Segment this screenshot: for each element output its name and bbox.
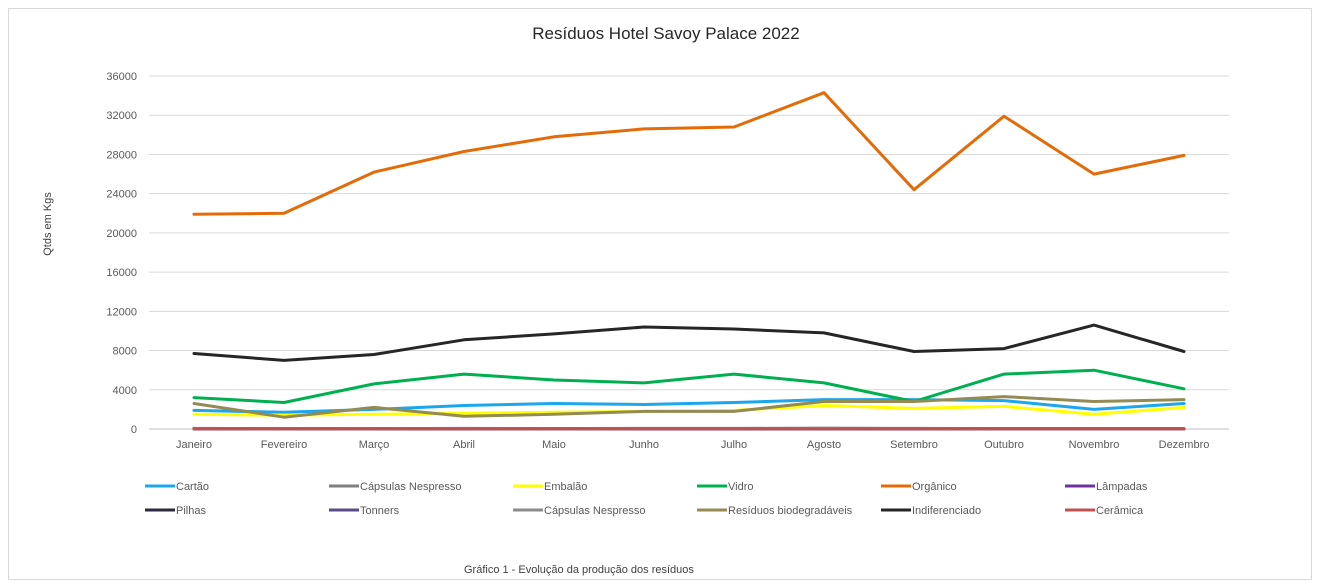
legend-label: Cápsulas Nespresso (544, 505, 646, 517)
legend-label: Orgânico (912, 481, 957, 493)
legend-label: Indiferenciado (912, 505, 981, 517)
legend-label: Embalão (544, 481, 587, 493)
y-tick-label: 24000 (106, 189, 137, 201)
y-tick-label: 20000 (106, 228, 137, 240)
y-axis-label: Qtds em Kgs (42, 192, 54, 256)
y-tick-label: 16000 (106, 267, 137, 279)
y-tick-label: 28000 (106, 149, 137, 161)
series-line (192, 91, 1186, 216)
legend-label: Tonners (360, 505, 400, 517)
y-tick-label: 8000 (113, 346, 137, 358)
x-tick-label: Janeiro (176, 439, 212, 451)
legend-label: Cerâmica (1096, 505, 1144, 517)
y-tick-label: 0 (131, 424, 137, 436)
legend-label: Pilhas (176, 505, 206, 517)
chart-frame: Resíduos Hotel Savoy Palace 2022 Qtds em… (8, 8, 1312, 580)
legend: Cartão Cápsulas Nespresso Embalão Vidro Orgâ… (145, 481, 1148, 517)
legend-label: Lâmpadas (1096, 481, 1148, 493)
x-tick-label: Dezembro (1159, 439, 1210, 451)
legend-label: Cápsulas Nespresso (360, 481, 462, 493)
x-tick-label: Agosto (807, 439, 841, 451)
chart-title: Resíduos Hotel Savoy Palace 2022 (532, 24, 799, 43)
x-tick-label: Fevereiro (261, 439, 307, 451)
x-tick-labels: Janeiro Fevereiro Março Abril Maio Junho Julho… (176, 439, 1209, 451)
chart-canvas: Resíduos Hotel Savoy Palace 2022 Qtds em… (42, 24, 1229, 576)
series-line (192, 395, 1186, 419)
y-tick-label: 4000 (113, 385, 137, 397)
legend-label: Vidro (728, 481, 753, 493)
legend-label: Resíduos biodegradáveis (728, 505, 853, 517)
y-tick-labels: 0 4000 8000 12000 16000 20000 24000 28000 32000 3… (106, 71, 137, 436)
series-lines (192, 91, 1186, 431)
x-tick-label: Outubro (984, 439, 1024, 451)
x-tick-label: Setembro (890, 439, 938, 451)
series-line (192, 323, 1186, 362)
x-tick-label: Março (359, 439, 390, 451)
x-tick-label: Junho (629, 439, 659, 451)
y-tick-label: 36000 (106, 71, 137, 83)
y-tick-label: 32000 (106, 110, 137, 122)
x-tick-label: Abril (453, 439, 475, 451)
series-line (192, 368, 1186, 404)
legend-label: Cartão (176, 481, 209, 493)
y-tick-label: 12000 (106, 306, 137, 318)
x-tick-label: Novembro (1069, 439, 1120, 451)
chart-caption: Gráfico 1 - Evolução da produção dos res… (464, 564, 694, 576)
x-tick-label: Julho (721, 439, 747, 451)
x-tick-label: Maio (542, 439, 566, 451)
